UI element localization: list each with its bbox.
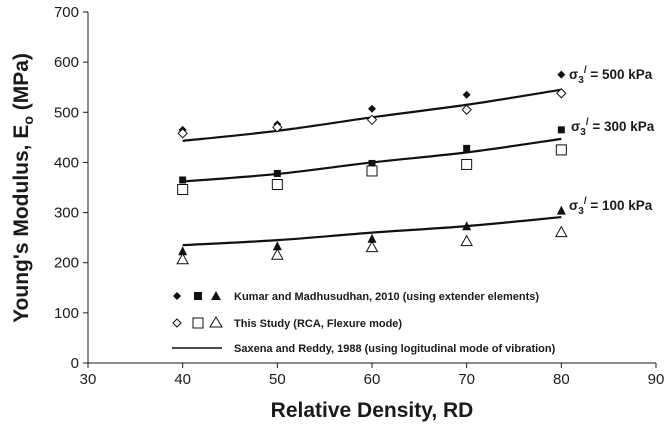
legend-this-study-label: This Study (RCA, Flexure mode) (234, 318, 402, 330)
legend-filled-triangle (211, 291, 221, 300)
y-tick-label: 700 (54, 4, 79, 21)
x-tick-label: 80 (553, 371, 570, 388)
axis-ticks: 30 40 50 60 70 80 90 0 100 200 300 400 500 600 700 (54, 4, 664, 388)
legend-kumar-label: Kumar and Madhusudhan, 2010 (using exten… (234, 291, 539, 303)
open-diamond-marker (272, 122, 283, 133)
y-tick-label: 500 (54, 104, 79, 121)
filled-square-marker (273, 169, 281, 177)
curve-label-500kpa: σ3/ = 500 kPa (569, 65, 653, 86)
open-triangle-marker (270, 248, 284, 260)
curve-label-100kpa: σ3/ = 100 kPa (569, 196, 653, 217)
filled-square-marker (179, 176, 187, 184)
filled-square-marker (463, 144, 471, 152)
x-tick-label: 60 (364, 371, 381, 388)
filled-diamond-marker (368, 104, 376, 113)
y-tick-label: 200 (54, 255, 79, 272)
legend: Kumar and Madhusudhan, 2010 (using exten… (172, 291, 556, 355)
filled-triangle-marker (178, 246, 188, 256)
x-tick-label: 40 (174, 371, 191, 388)
open-square-marker (271, 178, 283, 190)
y-tick-label: 0 (71, 355, 79, 372)
data-markers (176, 70, 568, 265)
legend-this-study-markers (172, 316, 223, 329)
y-tick-label: 100 (54, 305, 79, 322)
y-tick-label: 400 (54, 154, 79, 171)
legend-saxena-label: Saxena and Reddy, 1988 (using logitudina… (234, 343, 556, 355)
x-axis-title: Relative Density, RD (271, 399, 474, 422)
open-square-marker (555, 144, 567, 156)
filled-square-marker (368, 159, 376, 167)
x-tick-label: 50 (269, 371, 286, 388)
legend-open-square (192, 317, 204, 329)
filled-triangle-marker (272, 241, 282, 251)
open-diamond-marker (556, 88, 567, 99)
open-triangle-marker (460, 234, 474, 247)
legend-open-diamond (172, 318, 182, 328)
legend-filled-square (194, 292, 202, 300)
x-tick-label: 90 (648, 371, 665, 388)
open-diamond-marker (461, 104, 472, 115)
legend-kumar-markers (173, 291, 221, 300)
filled-triangle-marker (556, 205, 566, 215)
legend-open-triangle (209, 316, 223, 328)
open-diamond-marker (366, 114, 378, 126)
curve-label-300kpa: σ3/ = 300 kPa (571, 117, 655, 138)
filled-diamond-marker (462, 90, 471, 99)
open-square-marker (177, 184, 189, 196)
open-triangle-marker (176, 252, 190, 265)
y-axis-title: Young's Modulus, Eo (MPa) (10, 53, 36, 323)
legend-filled-diamond (173, 292, 181, 300)
open-square-marker (366, 165, 378, 177)
filled-triangle-marker (462, 221, 472, 231)
open-triangle-marker (554, 225, 568, 238)
y-tick-label: 300 (54, 205, 79, 222)
open-diamond-marker (177, 128, 188, 139)
filled-square-marker (557, 126, 565, 134)
open-triangle-marker (365, 240, 379, 253)
filled-triangle-marker (367, 233, 377, 243)
x-tick-label: 70 (458, 371, 475, 388)
y-tick-label: 600 (54, 54, 79, 71)
filled-diamond-marker (557, 70, 566, 79)
x-tick-label: 30 (80, 371, 97, 388)
open-square-marker (461, 158, 473, 170)
fitted-curve-100-kpa (182, 215, 562, 247)
